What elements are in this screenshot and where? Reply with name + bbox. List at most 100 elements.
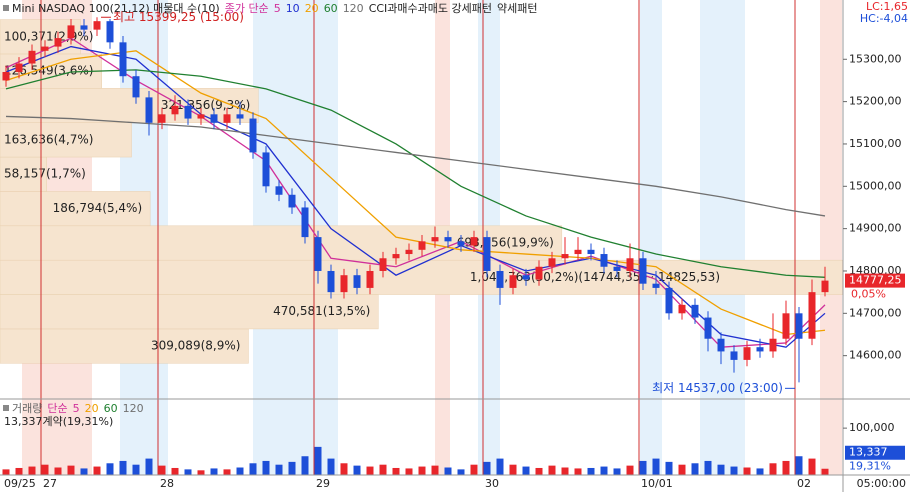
candle-body	[795, 313, 803, 339]
candle-body	[93, 21, 101, 30]
candle-body	[652, 283, 660, 288]
candle-body	[262, 152, 270, 187]
volume-pct: 19,31%	[849, 460, 891, 473]
volume-bar	[522, 466, 530, 475]
candle-body	[340, 275, 348, 293]
legend-item: 120	[343, 2, 364, 15]
candle-body	[171, 105, 179, 115]
candle-body	[496, 270, 504, 288]
candle-body	[730, 351, 738, 360]
profile-label: 470,581(13,5%)	[273, 304, 370, 318]
candle-body	[275, 186, 283, 195]
candle-body	[431, 237, 439, 242]
volume-bar	[67, 465, 75, 475]
volume-bar	[587, 467, 595, 475]
price-change: 0,05%	[851, 288, 886, 301]
volume-bar	[392, 467, 400, 475]
volume-bar	[665, 461, 673, 475]
volume-bar	[327, 458, 335, 475]
volume-bar	[691, 463, 699, 475]
candle-body	[444, 237, 452, 242]
candle-body	[522, 275, 530, 280]
profile-label: 100,371(2,9%)	[4, 29, 93, 43]
y-tick-label: 15300,00	[849, 52, 902, 65]
candle-body	[2, 71, 10, 81]
candle-body	[67, 25, 75, 39]
legend-item: 약세패턴	[497, 1, 537, 15]
legend-swatch	[3, 5, 9, 11]
moving-average	[5, 50, 826, 336]
volume-bar	[340, 463, 348, 475]
volume-bar	[184, 469, 192, 475]
candle-body	[665, 287, 673, 314]
candle-body	[587, 249, 595, 255]
volume-bar	[717, 464, 725, 475]
price-badge-label: 14777,25	[849, 274, 902, 287]
stat: HC:-4,04	[860, 12, 908, 25]
volume-bar	[223, 469, 231, 475]
candle-body	[483, 237, 491, 271]
y-tick-label: 15100,00	[849, 137, 902, 150]
profile-label: 163,636(4,7%)	[4, 132, 93, 146]
volume-bar	[821, 468, 829, 475]
volume-bar	[444, 467, 452, 475]
volume-bar	[743, 467, 751, 475]
candle-body	[769, 338, 777, 352]
volume-bar	[275, 464, 283, 475]
candle-body	[691, 304, 699, 318]
candle-body	[470, 237, 478, 246]
volume-bar	[782, 460, 790, 475]
candle-body	[288, 194, 296, 208]
candle-body	[28, 50, 36, 64]
candle-body	[626, 258, 634, 271]
volume-bar	[561, 467, 569, 475]
profile-label: 309,089(8,9%)	[151, 339, 240, 353]
legend-item: 5	[73, 402, 80, 415]
volume-bar	[639, 460, 647, 475]
volume-bar	[730, 466, 738, 475]
legend-item: 20	[305, 2, 319, 15]
volume-bar	[262, 460, 270, 475]
volume-bar	[15, 467, 23, 475]
candle-body	[457, 241, 465, 246]
volume-bar	[54, 467, 62, 475]
candle-body	[678, 304, 686, 314]
volume-bar	[795, 456, 803, 475]
volume-bar	[158, 465, 166, 475]
profile-bar	[0, 225, 563, 261]
volume-bar	[197, 470, 205, 475]
candle-body	[54, 38, 62, 47]
candle-body	[418, 241, 426, 250]
price-badge	[845, 273, 905, 288]
volume-bar	[600, 466, 608, 475]
annotation: 최고 15399,25 (15:00)	[113, 10, 244, 24]
candle-body	[509, 275, 517, 288]
candle-body	[600, 254, 608, 267]
legend-item: 60	[104, 402, 118, 415]
volume-bar	[93, 466, 101, 475]
volume-bar	[405, 468, 413, 475]
legend-item: 60	[324, 2, 338, 15]
legend-item: CCI과매수과매도 강세패턴	[369, 2, 492, 15]
volume-bar	[496, 458, 504, 475]
volume-bar	[431, 465, 439, 475]
y-tick-label: 14900,00	[849, 222, 902, 235]
volume-bar	[249, 463, 257, 475]
volume-bar	[106, 463, 114, 475]
legend-item: 20	[85, 402, 99, 415]
volume-bar	[236, 467, 244, 475]
candle-body	[782, 313, 790, 339]
volume-bar	[80, 468, 88, 475]
volume-bar	[678, 464, 686, 475]
candle-body	[717, 338, 725, 352]
candle-body	[704, 317, 712, 339]
volume-bar	[457, 469, 465, 475]
shade	[640, 0, 662, 475]
candle-body	[405, 249, 413, 255]
candle-body	[314, 237, 322, 271]
candle-body	[132, 76, 140, 98]
legend-item: 종가 단순	[225, 2, 269, 15]
volume-badge-label: 13,337	[849, 446, 888, 459]
x-tick-label: 02	[797, 477, 811, 490]
volume-bar	[119, 460, 127, 475]
